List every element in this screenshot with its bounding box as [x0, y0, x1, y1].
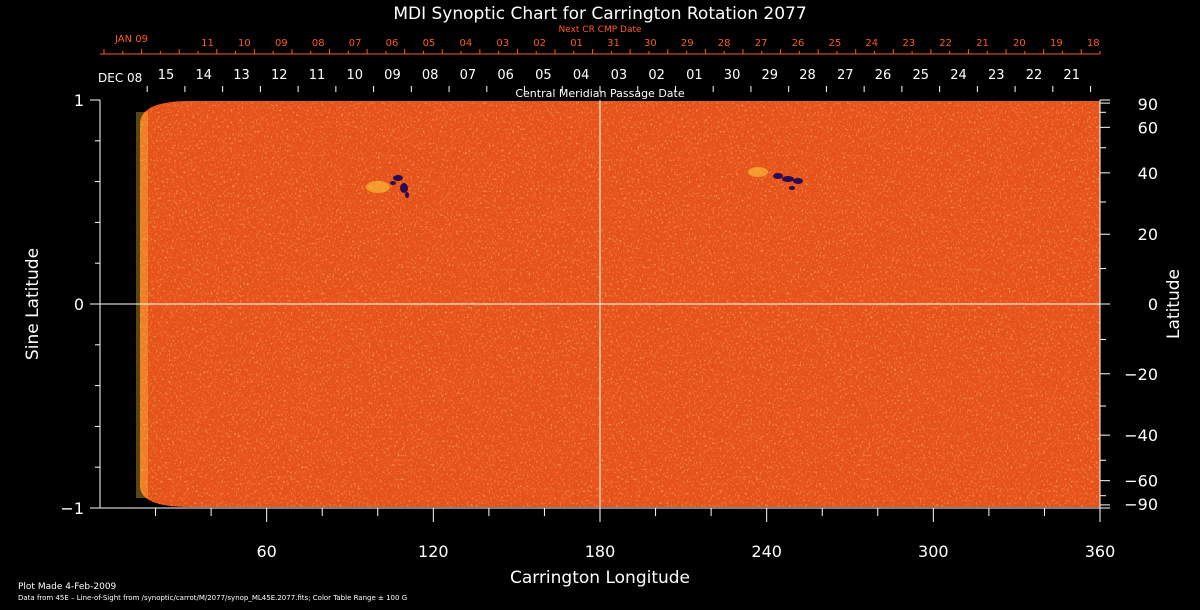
cmp-date-label: 29	[762, 68, 779, 83]
next-cr-date-label: 07	[349, 38, 362, 49]
cmp-date-label: 07	[460, 68, 477, 83]
active-region-1	[390, 175, 409, 198]
cmp-date-label: 15	[158, 68, 175, 83]
next-cr-date-label: 22	[939, 38, 952, 49]
next-cr-date-label: 08	[312, 38, 325, 49]
cmp-axis-label: Central Meridian Passage Date	[515, 87, 684, 100]
cmp-date-label: 04	[573, 68, 590, 83]
y-right-axis-label: Latitude	[1164, 269, 1184, 339]
next-cr-axis-label: Next CR CMP Date	[558, 25, 642, 35]
field-left-edge-band	[136, 112, 148, 498]
cmp-date-label: 25	[912, 68, 929, 83]
cmp-date-label: 13	[233, 68, 250, 83]
y-left-axis-label: Sine Latitude	[23, 248, 43, 360]
cmp-date-label: 27	[837, 68, 854, 83]
cmp-date-label: 10	[346, 68, 363, 83]
cmp-date-labels: 15 14 13 12 11 10 09 08 07 06 05 04 03 02 01 30 29 28 27 26…	[158, 68, 1080, 83]
next-cr-date-label: 28	[718, 38, 731, 49]
cmp-date-label: 26	[875, 68, 892, 83]
next-cr-date-label: 06	[386, 38, 399, 49]
next-cr-date-label: 19	[1050, 38, 1063, 49]
cmp-date-label: 06	[497, 68, 514, 83]
y-right-tick-label: −40	[1124, 426, 1158, 445]
cmp-date-label: 14	[196, 68, 213, 83]
cmp-date-label: 12	[271, 68, 288, 83]
y-right-tick-label: 90	[1138, 95, 1158, 114]
plot-made-text: Plot Made 4-Feb-2009	[18, 582, 117, 592]
next-cr-date-label: 01	[570, 38, 583, 49]
y-left-tick-labels: 1 0 −1	[60, 91, 84, 518]
next-cr-date-label: 04	[459, 38, 472, 49]
cmp-date-label: 24	[950, 68, 967, 83]
y-left-ticks	[90, 99, 100, 509]
y-left-tick-label: −1	[60, 499, 84, 518]
cmp-date-label: 09	[384, 68, 401, 83]
cmp-date-label: 21	[1063, 68, 1080, 83]
y-right-ticks	[1100, 99, 1110, 509]
next-cr-date-label: 30	[644, 38, 657, 49]
cmp-date-label: 22	[1026, 68, 1043, 83]
cmp-ticks	[146, 86, 1092, 92]
next-cr-date-label: 03	[496, 38, 509, 49]
y-right-tick-label: −90	[1124, 495, 1158, 514]
x-axis-label: Carrington Longitude	[510, 568, 690, 588]
next-cr-date-label: 18	[1087, 38, 1100, 49]
y-right-tick-label: 60	[1138, 118, 1158, 137]
x-tick-label: 360	[1085, 542, 1116, 561]
cmp-date-label: 28	[799, 68, 816, 83]
next-cr-date-label: 27	[755, 38, 768, 49]
chart-title: MDI Synoptic Chart for Carrington Rotati…	[393, 4, 806, 24]
cmp-date-label: 11	[309, 68, 326, 83]
next-cr-ticks	[103, 49, 1101, 54]
x-tick-label: 300	[918, 542, 949, 561]
cmp-date-label: 05	[535, 68, 552, 83]
active-region-plage	[366, 167, 768, 193]
data-source-text: Data from 45E – Line-of-Sight from /syno…	[18, 594, 407, 602]
next-cr-date-label: 09	[275, 38, 288, 49]
x-tick-label: 240	[751, 542, 782, 561]
next-cr-date-labels: 11 10 09 08 07 06 05 04 03 02 01 31 30 29 28 27 26 25 24 23…	[201, 38, 1099, 49]
cmp-date-label: 03	[611, 68, 628, 83]
x-tick-label: 180	[585, 542, 616, 561]
y-right-tick-label: 40	[1138, 164, 1158, 183]
next-cr-date-label: 25	[829, 38, 842, 49]
next-cr-date-label: 21	[976, 38, 989, 49]
y-right-tick-label: −20	[1124, 365, 1158, 384]
y-left-tick-label: 0	[74, 295, 84, 314]
cmp-date-label: 08	[422, 68, 439, 83]
next-cr-date-label: 31	[607, 38, 620, 49]
y-right-tick-label: 0	[1148, 295, 1158, 314]
next-cr-date-label: 10	[238, 38, 251, 49]
x-axis-tick-labels: 60 120 180 240 300 360	[256, 542, 1115, 561]
y-right-tick-labels: 90 60 40 20 0 −20 −40 −60 −90	[1124, 95, 1158, 514]
y-right-tick-label: −60	[1124, 472, 1158, 491]
next-cr-month-label: JAN 09	[114, 34, 148, 45]
x-axis-ticks	[155, 508, 1101, 522]
y-left-tick-label: 1	[74, 91, 84, 110]
cmp-date-label: 01	[686, 68, 703, 83]
active-region-2	[773, 173, 803, 190]
next-cr-date-label: 20	[1013, 38, 1026, 49]
next-cr-date-label: 23	[902, 38, 915, 49]
next-cr-date-label: 29	[681, 38, 694, 49]
cmp-date-label: 23	[988, 68, 1005, 83]
next-cr-date-label: 02	[533, 38, 546, 49]
cmp-month-label: DEC 08	[98, 71, 142, 85]
cmp-date-label: 30	[724, 68, 741, 83]
x-tick-label: 60	[256, 542, 276, 561]
y-right-tick-label: 20	[1138, 225, 1158, 244]
cmp-date-label: 02	[648, 68, 665, 83]
next-cr-date-label: 11	[201, 38, 214, 49]
next-cr-date-label: 24	[865, 38, 878, 49]
x-tick-label: 120	[418, 542, 449, 561]
next-cr-date-label: 05	[423, 38, 436, 49]
next-cr-date-label: 26	[792, 38, 805, 49]
